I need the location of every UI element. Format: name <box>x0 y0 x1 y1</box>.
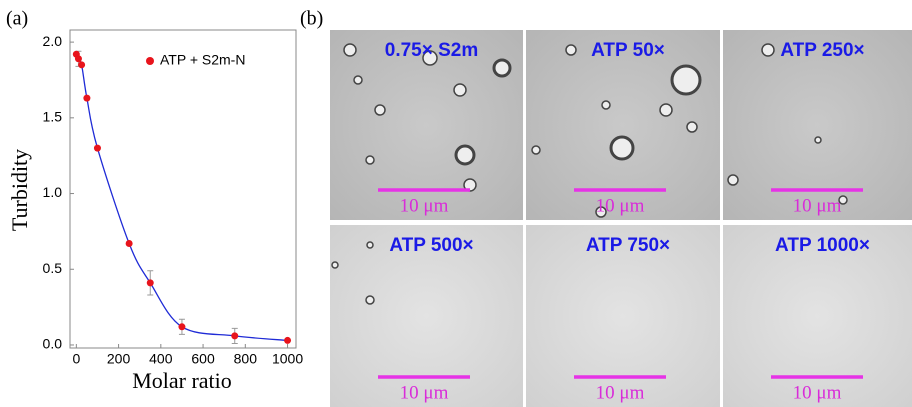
droplet <box>354 76 362 84</box>
y-tick-label: 0.5 <box>43 260 63 276</box>
scale-bar-label: 10 μm <box>793 195 842 216</box>
scale-bar-label: 10 μm <box>596 195 645 216</box>
micrograph: ATP 750× 10 μm <box>526 225 720 407</box>
x-tick-label: 800 <box>234 351 258 367</box>
droplet <box>366 156 374 164</box>
droplet <box>332 262 338 268</box>
droplet <box>660 104 672 116</box>
y-axis-label: Turbidity <box>7 149 32 231</box>
panel-label: (b) <box>300 8 323 30</box>
data-point <box>78 61 85 68</box>
y-tick-label: 1.0 <box>43 184 63 200</box>
micrograph-label: 0.75× S2m <box>385 40 479 61</box>
micrograph: ATP 250× 10 μm <box>723 30 912 220</box>
data-point <box>83 95 90 102</box>
data-point <box>178 323 185 330</box>
data-point <box>284 337 291 344</box>
micrograph: ATP 500× 10 μm <box>330 225 523 407</box>
data-point <box>231 332 238 339</box>
droplet <box>728 175 738 185</box>
droplet <box>344 44 356 56</box>
droplet <box>762 44 774 56</box>
micrograph: ATP 1000× 10 μm <box>723 225 912 407</box>
x-tick-label: 600 <box>191 351 215 367</box>
droplet <box>367 242 373 248</box>
droplet <box>366 296 374 304</box>
droplet <box>815 137 821 143</box>
data-point <box>147 279 154 286</box>
droplet <box>672 66 700 94</box>
scale-bar-label: 10 μm <box>793 382 842 403</box>
x-axis-label: Molar ratio <box>132 368 232 393</box>
droplet <box>611 137 633 159</box>
data-point <box>94 145 101 152</box>
droplet <box>566 45 576 55</box>
droplet <box>602 101 610 109</box>
scale-bar-label: 10 μm <box>596 382 645 403</box>
droplet <box>375 105 385 115</box>
micrograph-label: ATP 50× <box>591 40 665 61</box>
micrograph: ATP 50× 10 μm <box>526 30 720 220</box>
chart: (a) (b) Molar ratio Turbidity 0.0 0.5 1.0 1… <box>0 0 912 407</box>
micrograph: 0.75× S2m 10 μm <box>330 30 523 220</box>
data-point <box>126 240 133 247</box>
y-tick-label: 0.0 <box>43 336 63 352</box>
micrograph-label: ATP 750× <box>586 235 670 256</box>
panel-label: (a) <box>6 8 28 30</box>
scale-bar-label: 10 μm <box>400 195 449 216</box>
x-tick-label: 0 <box>72 351 80 367</box>
micrograph-label: ATP 1000× <box>775 235 870 256</box>
micrograph-label: ATP 500× <box>389 235 473 256</box>
legend-label: ATP + S2m-N <box>160 52 245 68</box>
scale-bar-label: 10 μm <box>400 382 449 403</box>
y-tick-label: 1.5 <box>43 109 63 125</box>
droplet <box>687 122 697 132</box>
x-tick-label: 200 <box>107 351 131 367</box>
figure: (a) (b) Molar ratio Turbidity 0.0 0.5 1.0 1… <box>0 0 912 407</box>
micrograph-label: ATP 250× <box>780 40 864 61</box>
data-point <box>75 55 82 62</box>
x-tick-label: 1000 <box>272 351 303 367</box>
plot-frame <box>70 30 296 348</box>
droplet <box>494 60 510 76</box>
y-tick-label: 2.0 <box>43 33 63 49</box>
fit-line <box>76 54 287 340</box>
droplet <box>456 146 474 164</box>
x-tick-label: 400 <box>149 351 173 367</box>
legend-marker <box>146 57 154 65</box>
droplet <box>454 84 466 96</box>
droplet <box>532 146 540 154</box>
